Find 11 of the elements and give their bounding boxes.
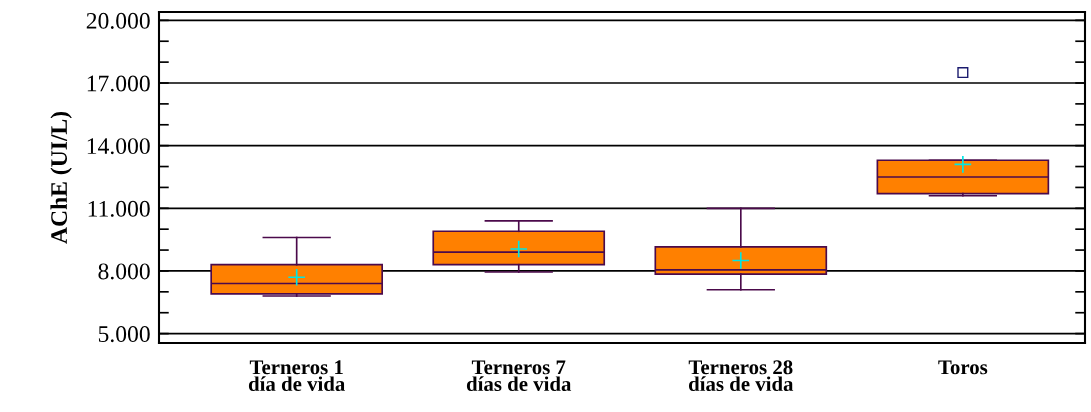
y-tick-label: 17.000 [87, 75, 150, 92]
x-tick-label: Toros [938, 360, 988, 375]
x-tick-label: Terneros 7 días de vida [466, 360, 572, 392]
y-tick-label: 11.000 [88, 200, 150, 217]
y-tick-label: 20.000 [86, 12, 150, 29]
y-tick-label: 14.000 [87, 138, 150, 155]
x-tick-label: Terneros 1 día de vida [248, 360, 345, 392]
y-axis-title: AChE (UI/L) [50, 111, 72, 244]
y-tick-label: 5.000 [98, 326, 150, 343]
y-tick-label: 8.000 [98, 263, 150, 280]
x-tick-label: Terneros 28 días de vida [688, 360, 794, 392]
